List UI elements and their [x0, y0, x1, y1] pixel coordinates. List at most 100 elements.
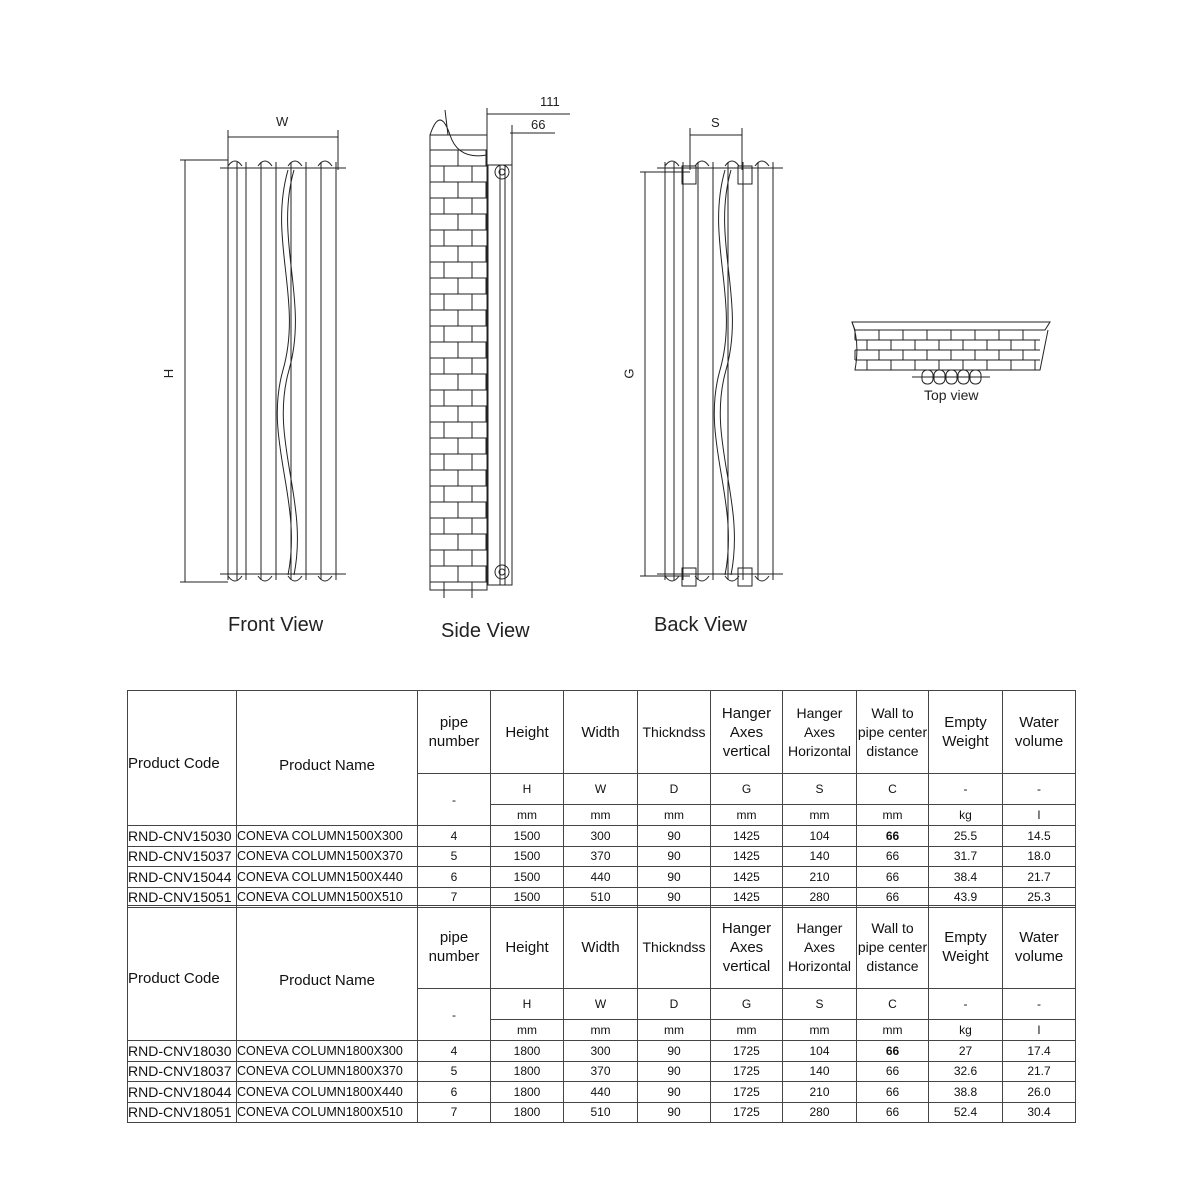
unit-cell: mm: [710, 1019, 783, 1041]
table-cell: 300: [563, 1040, 638, 1062]
table-cell: 17.4: [1002, 1040, 1076, 1062]
table-cell: RND-CNV15037: [127, 845, 237, 867]
header-product-name: Product Name: [236, 690, 418, 826]
table-cell: 140: [782, 845, 857, 867]
table-row: RND-CNV18044 CONEVA COLUMN1800X440 6 1800 44…: [127, 1081, 1076, 1103]
symbol-cell: W: [563, 988, 638, 1020]
table-row: RND-CNV15051 CONEVA COLUMN1500X510 7 1500 51…: [127, 886, 1076, 908]
spec-table: Product Code Product Name pipe number He…: [127, 905, 1076, 1123]
symbol-cell: S: [782, 773, 857, 805]
table-cell: CONEVA COLUMN1500X300: [236, 825, 418, 847]
table-cell: 440: [563, 866, 638, 888]
header-hanger-horizontal: Hanger Axes Horizontal: [782, 905, 857, 989]
unit-cell: mm: [490, 804, 564, 826]
pipe-cap: [227, 160, 243, 582]
dim-s-label: S: [711, 115, 720, 130]
table-cell: 31.7: [928, 845, 1003, 867]
side-view-label: Side View: [441, 620, 530, 642]
header-empty-weight: Empty Weight: [928, 905, 1003, 989]
pipe-cap: [664, 160, 680, 582]
header-width: Width: [563, 905, 638, 989]
table-cell: 1500: [490, 845, 564, 867]
unit-cell: mm: [490, 1019, 564, 1041]
unit-cell: mm: [782, 804, 857, 826]
table-cell: 5: [417, 1060, 491, 1082]
back-view-radiator: [657, 160, 783, 582]
table-cell: 66: [856, 866, 929, 888]
symbol-cell: C: [856, 988, 929, 1020]
dim-66-label: 66: [531, 117, 546, 132]
header-wall-distance: Wall to pipe center distance: [856, 690, 929, 774]
symbol-cell: C: [856, 773, 929, 805]
table-cell: 21.7: [1002, 866, 1076, 888]
header-hanger-horizontal: Hanger Axes Horizontal: [782, 690, 857, 774]
header-width: Width: [563, 690, 638, 774]
table-cell: 66: [856, 1101, 929, 1123]
table-cell: 21.7: [1002, 1060, 1076, 1082]
table-cell: RND-CNV15044: [127, 866, 237, 888]
pipe-cap: [287, 160, 303, 582]
table-cell: 66: [856, 825, 929, 847]
table-cell: 32.6: [928, 1060, 1003, 1082]
table-cell: CONEVA COLUMN1800X440: [236, 1081, 418, 1103]
front-view-radiator: [220, 160, 346, 582]
table-cell: CONEVA COLUMN1500X440: [236, 866, 418, 888]
table-cell: 140: [782, 1060, 857, 1082]
table-cell: 280: [782, 1101, 857, 1123]
header-water-volume: Water volume: [1002, 905, 1076, 989]
table-cell: 90: [637, 1081, 711, 1103]
table-cell: RND-CNV18044: [127, 1081, 237, 1103]
table-cell: 27: [928, 1040, 1003, 1062]
header-wall-distance: Wall to pipe center distance: [856, 905, 929, 989]
symbol-cell: -: [928, 773, 1003, 805]
table-cell: 210: [782, 866, 857, 888]
table-cell: 90: [637, 1040, 711, 1062]
table-cell: 1800: [490, 1101, 564, 1123]
pipe-cap: [694, 160, 710, 582]
symbol-cell: H: [490, 988, 564, 1020]
table-cell: 6: [417, 866, 491, 888]
table-cell: 52.4: [928, 1101, 1003, 1123]
table-cell: 4: [417, 1040, 491, 1062]
table-cell: 5: [417, 845, 491, 867]
side-view-radiator: [487, 164, 513, 586]
table-cell: 90: [637, 866, 711, 888]
table-cell: 1500: [490, 866, 564, 888]
table-cell: RND-CNV18051: [127, 1101, 237, 1123]
pipe-cap: [754, 160, 770, 582]
front-view-label: Front View: [228, 614, 324, 636]
table-cell: CONEVA COLUMN1500X370: [236, 845, 418, 867]
table-cell: 1425: [710, 866, 783, 888]
table-cell: 66: [856, 845, 929, 867]
symbol-cell: G: [710, 773, 783, 805]
table-cell: 7: [417, 1101, 491, 1123]
table-cell: RND-CNV18037: [127, 1060, 237, 1082]
table-cell: 1800: [490, 1040, 564, 1062]
header-product-code: Product Code: [127, 905, 237, 1041]
table-cell: 300: [563, 825, 638, 847]
header-thickness: Thickndss: [637, 690, 711, 774]
header-product-name: Product Name: [236, 905, 418, 1041]
table-cell: 25.5: [928, 825, 1003, 847]
table-cell: 1800: [490, 1081, 564, 1103]
header-empty-weight: Empty Weight: [928, 690, 1003, 774]
table-cell: 14.5: [1002, 825, 1076, 847]
unit-cell: kg: [928, 1019, 1003, 1041]
table-cell: 90: [637, 845, 711, 867]
symbol-cell: D: [637, 988, 711, 1020]
table-row: RND-CNV15044 CONEVA COLUMN1500X440 6 1500 44…: [127, 866, 1076, 888]
table-cell: 90: [637, 886, 711, 908]
table-cell: 370: [563, 1060, 638, 1082]
header-hanger-vertical: Hanger Axes vertical: [710, 905, 783, 989]
table-cell: 90: [637, 1060, 711, 1082]
header-pipe-number: pipe number: [417, 905, 491, 989]
dim-w-label: W: [276, 114, 289, 129]
dim-h-label: H: [161, 368, 177, 379]
symbol-cell: -: [928, 988, 1003, 1020]
unit-cell: mm: [856, 1019, 929, 1041]
symbol-cell: D: [637, 773, 711, 805]
table-cell: 1800: [490, 1060, 564, 1082]
table-cell: 66: [856, 1060, 929, 1082]
symbol-cell: W: [563, 773, 638, 805]
table-cell: 66: [856, 1081, 929, 1103]
